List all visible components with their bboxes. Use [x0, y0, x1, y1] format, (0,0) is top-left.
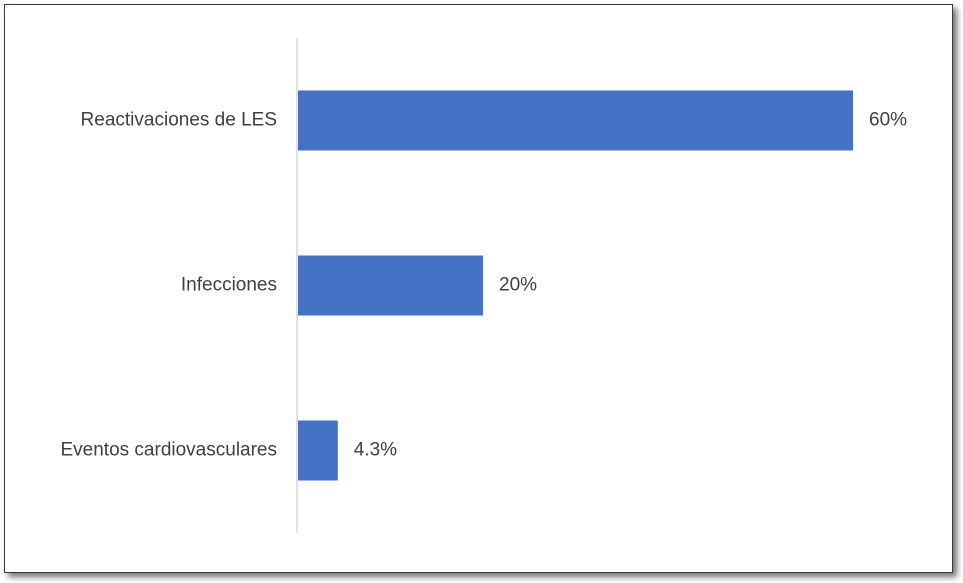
bar-infecciones — [298, 255, 483, 316]
bar-reactivaciones-de-les — [298, 90, 853, 151]
chart-frame: Reactivaciones de LES Infecciones Eventos … — [4, 4, 953, 573]
category-label-infecciones: Infecciones — [181, 275, 277, 296]
bar-chart: Reactivaciones de LES Infecciones Eventos … — [61, 38, 907, 533]
category-label-eventos-cardiovasculares: Eventos cardiovasculares — [61, 440, 278, 461]
category-label-reactivaciones-de-les: Reactivaciones de LES — [81, 110, 277, 131]
category-labels-group: Reactivaciones de LES Infecciones Eventos … — [61, 110, 278, 461]
bars-group — [298, 90, 853, 481]
bar-eventos-cardiovasculares — [298, 420, 338, 481]
value-labels-group: 60% 20% 4.3% — [354, 110, 907, 461]
value-label-infecciones: 20% — [499, 275, 537, 296]
value-label-reactivaciones-de-les: 60% — [869, 110, 907, 131]
value-label-eventos-cardiovasculares: 4.3% — [354, 440, 397, 461]
